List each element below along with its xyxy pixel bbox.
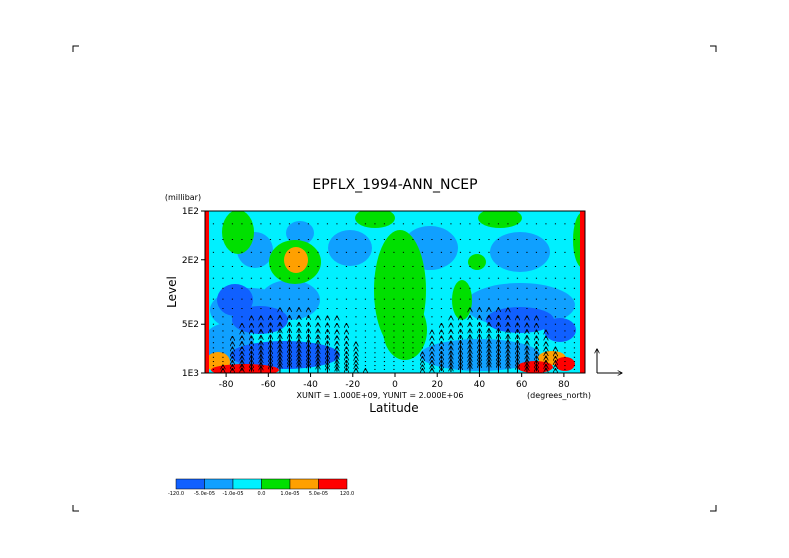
- legend-swatch: [232, 478, 262, 490]
- x-tick-label: 60: [516, 380, 528, 390]
- x-tick-label: -40: [303, 380, 318, 390]
- contour-region: [486, 307, 554, 333]
- contour-region: [222, 211, 254, 254]
- legend-swatch: [175, 478, 205, 490]
- legend-swatch: [289, 478, 319, 490]
- y-tick-label: 1E2: [182, 207, 199, 217]
- legend-swatch: [261, 478, 291, 490]
- vector-scale-label: XUNIT = 1.000E+09, YUNIT = 2.000E+06: [297, 391, 464, 400]
- y-unit-label: (millibar): [165, 193, 201, 202]
- color-legend: -120.0 -5.0e-05 -1.0e-05 0.0 1.0e-05 5.0e-05 1…: [168, 478, 354, 497]
- x-tick-label: -80: [219, 380, 234, 390]
- south-edge-band: [205, 211, 209, 373]
- contour-field: [205, 211, 585, 373]
- x-tick-label: -60: [261, 380, 276, 390]
- contour-region: [383, 300, 427, 360]
- y-axis-label: Level: [165, 276, 179, 308]
- contour-region: [217, 284, 253, 316]
- north-edge-band: [580, 211, 585, 373]
- legend-label: -5.0e-05: [194, 491, 215, 497]
- contour-region: [286, 221, 314, 245]
- chart-title: EPFLX_1994-ANN_NCEP: [312, 177, 477, 193]
- x-tick-label: -20: [345, 380, 360, 390]
- legend-label: 5.0e-05: [309, 491, 328, 497]
- contour-region: [284, 247, 308, 273]
- x-axis-label: Latitude: [369, 401, 418, 415]
- legend-swatch: [318, 478, 348, 490]
- x-tick-label: 0: [392, 380, 398, 390]
- legend-label: 1.0e-05: [280, 491, 299, 497]
- contour-region: [555, 357, 575, 371]
- legend-label: 0.0: [258, 491, 266, 497]
- x-tick-label: 40: [474, 380, 486, 390]
- flux-vector-field: [212, 223, 576, 373]
- y-tick-label: 1E3: [182, 369, 199, 379]
- y-tick-label: 5E2: [182, 320, 199, 330]
- contour-region: [490, 232, 550, 272]
- contour-region: [452, 280, 472, 320]
- y-tick-label: 2E2: [182, 256, 199, 266]
- contour-region: [544, 318, 576, 342]
- reference-vector: [597, 349, 622, 373]
- legend-label: -1.0e-05: [223, 491, 244, 497]
- contour-region: [468, 254, 486, 270]
- legend-label: -120.0: [168, 491, 184, 497]
- legend-swatch: [204, 478, 234, 490]
- crop-marks: [72, 45, 717, 512]
- contour-region: [517, 361, 553, 373]
- y-axis: 1E2 2E2 5E2 1E3: [182, 207, 205, 379]
- x-unit-label: (degrees_north): [527, 391, 591, 400]
- x-axis: -80 -60 -40 -20 0 20 40 60 80: [219, 373, 570, 390]
- x-tick-label: 80: [558, 380, 570, 390]
- legend-label: 120.0: [340, 491, 354, 497]
- contour-region: [230, 341, 340, 369]
- x-tick-label: 20: [431, 380, 443, 390]
- contour-region: [328, 230, 372, 266]
